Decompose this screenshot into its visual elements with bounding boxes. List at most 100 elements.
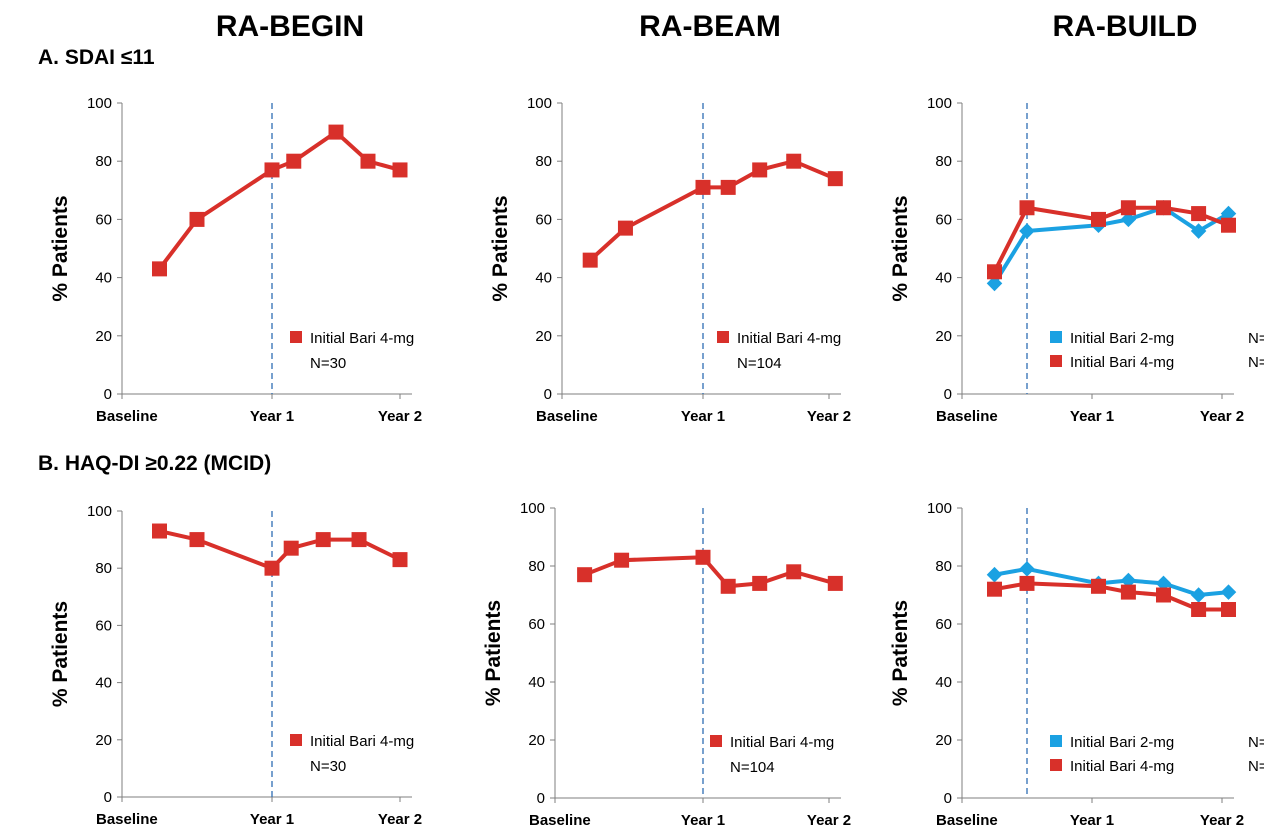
data-point (264, 560, 280, 576)
data-point (1155, 575, 1172, 592)
data-point (1156, 587, 1171, 603)
legend-n-label: N=30 (310, 758, 346, 775)
data-point (189, 532, 205, 548)
x-tick-label: Year 1 (250, 408, 294, 425)
data-point (392, 552, 408, 568)
legend-marker (290, 331, 302, 343)
y-tick-label: 20 (95, 328, 112, 345)
data-point (614, 552, 630, 568)
y-tick-label: 60 (528, 616, 545, 633)
data-point (827, 171, 843, 187)
x-tick-label: Year 1 (681, 812, 725, 829)
y-tick-label: 100 (927, 500, 952, 517)
section-label-haq-di: B. HAQ-DI ≥0.22 (MCID) (38, 452, 272, 475)
y-tick-label: 60 (935, 616, 952, 633)
data-point (1019, 200, 1035, 216)
y-tick-label: 40 (535, 270, 552, 287)
x-tick-label: Year 2 (807, 408, 851, 425)
data-point (987, 264, 1002, 280)
y-axis-label: % Patients (889, 195, 912, 301)
x-tick-label: Year 1 (681, 408, 725, 425)
x-tick-label: Baseline (936, 408, 998, 425)
data-point (617, 220, 633, 236)
data-point (786, 564, 802, 580)
data-point (695, 549, 711, 565)
data-point (1191, 206, 1207, 222)
legend-n-label: N=164 (1248, 758, 1264, 775)
data-point (986, 566, 1003, 583)
data-point (1091, 211, 1106, 227)
x-tick-label: Year 2 (1200, 408, 1244, 425)
legend-marker (1050, 355, 1062, 367)
x-tick-label: Year 1 (1070, 812, 1114, 829)
y-tick-label: 80 (935, 558, 952, 575)
x-tick-label: Year 2 (378, 408, 422, 425)
data-point (1190, 587, 1207, 603)
data-point (1221, 217, 1236, 233)
y-tick-label: 80 (535, 153, 552, 170)
data-point (695, 179, 711, 195)
data-point (720, 179, 736, 195)
x-tick-label: Baseline (96, 811, 158, 828)
column-title-ra-beam: RA-BEAM (639, 10, 781, 43)
y-tick-label: 0 (104, 386, 112, 403)
x-tick-label: Baseline (536, 408, 598, 425)
legend-label: Initial Bari 4-mg (737, 330, 841, 347)
legend-label: Initial Bari 4-mg (310, 733, 414, 750)
y-tick-label: 0 (944, 386, 952, 403)
legend-n-label: N=154 (1248, 330, 1264, 347)
y-tick-label: 40 (528, 674, 545, 691)
data-point (283, 540, 299, 556)
legend-label: Initial Bari 4-mg (730, 734, 834, 751)
data-point (351, 532, 367, 548)
legend-label: Initial Bari 2-mg (1070, 734, 1174, 751)
y-tick-label: 40 (95, 675, 112, 692)
data-point (1091, 578, 1106, 594)
series-line (157, 130, 401, 271)
column-title-ra-begin: RA-BEGIN (215, 10, 365, 43)
data-point (1019, 561, 1035, 577)
y-tick-label: 40 (935, 674, 952, 691)
legend-label: Initial Bari 4-mg (310, 330, 414, 347)
data-point (1220, 584, 1237, 600)
x-tick-label: Year 2 (1200, 812, 1244, 829)
data-point (827, 575, 843, 591)
x-tick-label: Year 2 (807, 812, 851, 829)
data-point (786, 153, 802, 169)
y-tick-label: 80 (95, 153, 112, 170)
x-tick-label: Year 1 (1070, 408, 1114, 425)
legend-marker (1050, 759, 1062, 771)
y-tick-label: 20 (535, 328, 552, 345)
y-axis-label: % Patients (889, 600, 912, 706)
y-tick-label: 100 (527, 95, 552, 112)
x-tick-label: Baseline (529, 812, 591, 829)
data-point (582, 252, 598, 268)
y-tick-label: 100 (87, 95, 112, 112)
y-tick-label: 0 (944, 790, 952, 807)
data-point (1221, 602, 1236, 617)
data-point (1019, 223, 1035, 239)
y-tick-label: 100 (520, 500, 545, 517)
data-point (1120, 572, 1137, 589)
legend-label: Initial Bari 4-mg (1070, 758, 1174, 775)
legend-n-label: N=154 (1248, 734, 1264, 751)
data-point (752, 575, 768, 591)
legend-marker (1050, 735, 1062, 747)
y-tick-label: 100 (87, 503, 112, 520)
y-axis-label: % Patients (482, 600, 505, 706)
legend-label: Initial Bari 4-mg (1070, 354, 1174, 371)
x-tick-label: Year 2 (378, 811, 422, 828)
y-tick-label: 20 (935, 732, 952, 749)
data-point (1191, 602, 1207, 617)
section-label-sdai: A. SDAI ≤11 (38, 46, 155, 69)
y-tick-label: 0 (537, 790, 545, 807)
data-point (152, 523, 167, 539)
x-tick-label: Baseline (936, 812, 998, 829)
y-tick-label: 80 (95, 560, 112, 577)
data-point (286, 153, 302, 169)
y-tick-label: 0 (544, 386, 552, 403)
data-point (577, 567, 593, 583)
data-point (1156, 200, 1171, 216)
data-point (328, 124, 344, 140)
data-point (720, 578, 736, 594)
